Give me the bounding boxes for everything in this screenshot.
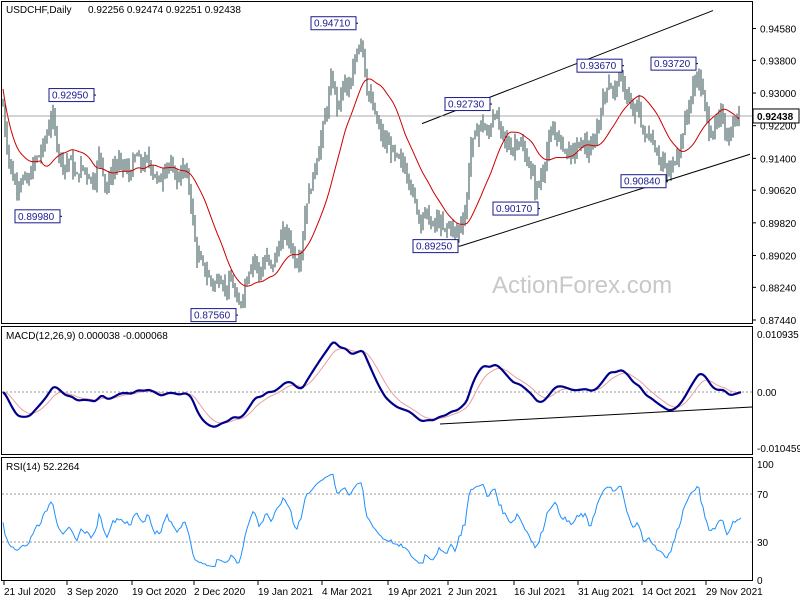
rsi-scale-30: 30 bbox=[757, 538, 769, 549]
date-tick-label: 4 Mar 2021 bbox=[322, 587, 373, 598]
callout-label: 0.94710 bbox=[314, 19, 351, 30]
callout-box bbox=[492, 201, 539, 216]
date-tick-label: 19 Oct 2020 bbox=[132, 587, 187, 598]
date-tick-label: 31 Aug 2021 bbox=[578, 587, 635, 598]
date-tick-label: 21 Jul 2020 bbox=[4, 587, 56, 598]
price-bars bbox=[2, 38, 740, 309]
callout-layer: 0.94710 0.92950 0.89980 0.87560 0.92730 0.892… bbox=[14, 16, 698, 323]
callout-box bbox=[412, 239, 459, 254]
macd-trendline bbox=[439, 406, 753, 425]
price-tick-label: 0.88240 bbox=[760, 283, 797, 294]
rsi-line bbox=[2, 473, 742, 568]
callout-label: 0.90170 bbox=[496, 204, 533, 215]
macd-scale-zero: 0.00 bbox=[757, 388, 777, 399]
callout-box bbox=[576, 58, 623, 73]
callout-box bbox=[444, 97, 491, 112]
rsi-panel-frame bbox=[1, 457, 753, 581]
callout-box bbox=[650, 56, 697, 71]
rsi-label: RSI(14) 52.2264 bbox=[6, 462, 80, 473]
watermark: ActionForex.com bbox=[492, 272, 672, 299]
date-tick-label: 3 Sep 2020 bbox=[67, 587, 119, 598]
price-tick-label: 0.90620 bbox=[760, 186, 797, 197]
date-axis: 21 Jul 2020 3 Sep 2020 19 Oct 2020 2 Dec 20… bbox=[3, 581, 763, 598]
date-tick-label: 14 Oct 2021 bbox=[642, 587, 697, 598]
rsi-scale-100: 100 bbox=[757, 460, 774, 471]
callout-label: 0.93720 bbox=[654, 59, 691, 70]
price-tick-label: 0.92200 bbox=[760, 122, 797, 133]
chart-ohlc: 0.92256 0.92474 0.92251 0.92438 bbox=[88, 5, 241, 16]
date-tick-label: 2 Dec 2020 bbox=[194, 587, 246, 598]
callout-label: 0.89250 bbox=[416, 242, 453, 253]
date-tick-label: 19 Jan 2021 bbox=[258, 587, 313, 598]
date-tick-label: 16 Jul 2021 bbox=[514, 587, 566, 598]
callout-box bbox=[620, 174, 667, 189]
price-tick-label: 0.93800 bbox=[760, 56, 797, 67]
macd-scale-top: 0.010935 bbox=[757, 330, 799, 341]
callout-label: 0.90840 bbox=[624, 177, 661, 188]
macd-line bbox=[2, 341, 742, 428]
current-price-label: 0.92438 bbox=[757, 112, 794, 123]
macd-label: MACD(12,26,9) 0.000038 -0.000068 bbox=[6, 331, 168, 342]
current-price-label-box bbox=[752, 108, 800, 124]
sma-layer bbox=[2, 78, 740, 287]
macd-scale-bottom: -0.010459 bbox=[757, 444, 800, 455]
price-tick-label: 0.87440 bbox=[760, 316, 797, 327]
channel-lower-line bbox=[459, 153, 751, 247]
callout-label: 0.87560 bbox=[194, 311, 231, 322]
date-tick-label: 19 Apr 2021 bbox=[388, 587, 442, 598]
price-tick-label: 0.89020 bbox=[760, 252, 797, 263]
callout-box bbox=[310, 16, 357, 31]
price-tick-label: 0.93000 bbox=[760, 89, 797, 100]
rsi-layer bbox=[2, 473, 742, 568]
rsi-scale-70: 70 bbox=[757, 490, 769, 501]
callout-box bbox=[190, 308, 237, 323]
callout-box bbox=[14, 209, 61, 224]
macd-panel-frame bbox=[1, 326, 753, 455]
price-scale: 0.94580 0.93800 0.93000 0.92200 0.91400 0.906… bbox=[752, 25, 797, 327]
callout-label: 0.93670 bbox=[580, 61, 617, 72]
callout-label: 0.89980 bbox=[18, 212, 55, 223]
date-tick-label: 2 Jun 2021 bbox=[448, 587, 498, 598]
price-tick-label: 0.91400 bbox=[760, 154, 797, 165]
callout-label: 0.92950 bbox=[52, 91, 89, 102]
current-price-tag: 0.92438 bbox=[752, 108, 800, 124]
callout-label: 0.92730 bbox=[448, 100, 485, 111]
rsi-scale-0: 0 bbox=[757, 576, 763, 587]
date-tick-label: 29 Nov 2021 bbox=[706, 587, 763, 598]
macd-layer bbox=[2, 341, 753, 428]
macd-signal-line bbox=[2, 348, 741, 424]
price-tick-label: 0.94580 bbox=[760, 25, 797, 36]
sma-line bbox=[2, 78, 740, 287]
callout-box bbox=[48, 88, 95, 103]
price-tick-label: 0.89820 bbox=[760, 219, 797, 230]
chart-symbol: USDCHF,Daily bbox=[6, 5, 72, 16]
